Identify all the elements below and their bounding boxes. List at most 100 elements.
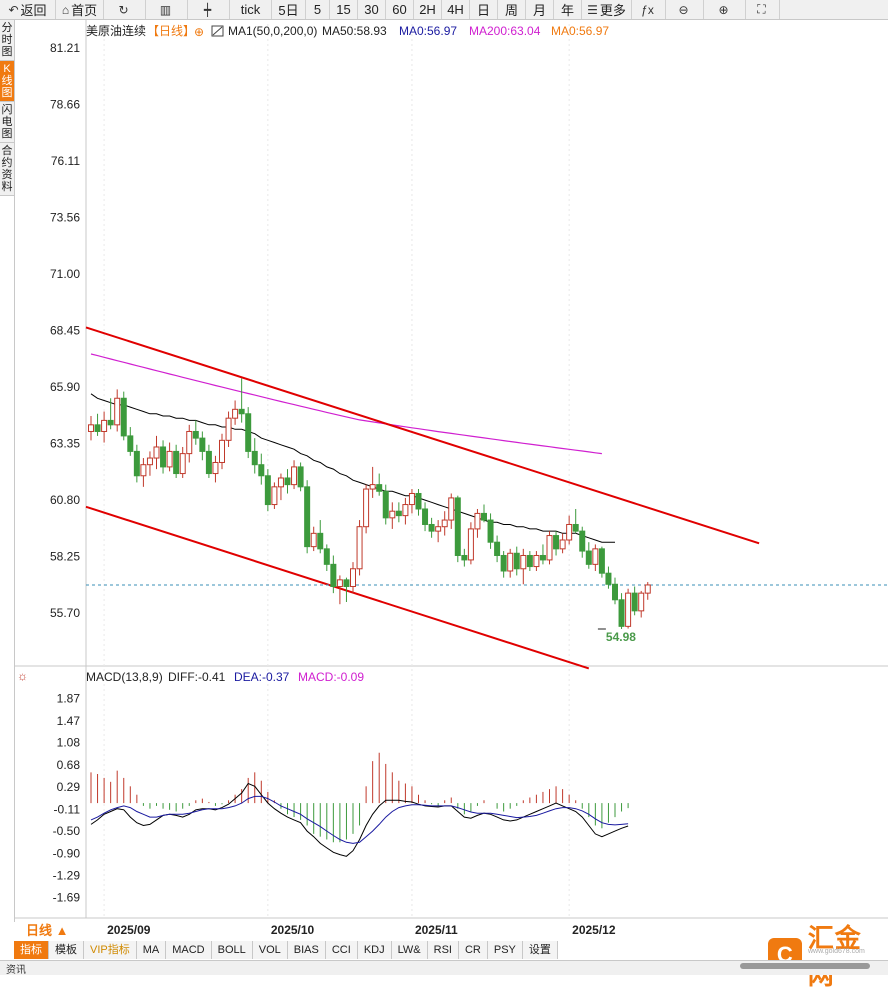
indicator-tab-rsi[interactable]: RSI [427, 941, 459, 959]
candle-down[interactable] [297, 466, 304, 488]
candle-up[interactable] [592, 548, 599, 565]
indicator-tab-kdj[interactable]: KDJ [357, 941, 392, 959]
candle-down[interactable] [133, 450, 140, 477]
indicator-tab-boll[interactable]: BOLL [211, 941, 253, 959]
candle-up[interactable] [533, 554, 540, 568]
candle-down[interactable] [612, 583, 618, 601]
toolbar-btn-日[interactable]: 日 [470, 0, 498, 19]
candle-down[interactable] [120, 397, 127, 437]
candle-up[interactable] [644, 584, 651, 594]
candle-down[interactable] [192, 430, 199, 439]
toolbar-btn-zoom-in[interactable]: ⊕ [704, 0, 746, 19]
candle-up[interactable] [225, 417, 232, 441]
candle-down[interactable] [238, 408, 245, 415]
candle-down[interactable] [264, 475, 271, 506]
candle-up[interactable] [219, 439, 225, 463]
side-tab-1[interactable]: K线图 [0, 61, 14, 102]
candle-up[interactable] [467, 528, 474, 561]
toolbar-btn-15[interactable]: 15 [330, 0, 358, 19]
candle-up[interactable] [101, 419, 108, 432]
candle-down[interactable] [245, 413, 252, 452]
toolbar-btn-更多[interactable]: ☰ 更多 [582, 0, 632, 19]
candle-down[interactable] [461, 554, 468, 561]
candle-up[interactable] [114, 397, 121, 426]
candle-down[interactable] [173, 450, 180, 475]
candle-down[interactable] [454, 497, 461, 556]
candle-up[interactable] [179, 453, 186, 475]
toolbar-btn-candlestick[interactable]: ┿ [188, 0, 230, 19]
candle-down[interactable] [553, 535, 560, 550]
candle-down[interactable] [428, 523, 435, 532]
toolbar-btn-zoom-out[interactable]: ⊖ [666, 0, 704, 19]
candle-down[interactable] [382, 490, 389, 519]
candle-down[interactable] [494, 541, 501, 556]
indicator-tab-[interactable]: 指标 [14, 941, 49, 959]
candle-up[interactable] [441, 519, 448, 528]
candle-down[interactable] [343, 579, 350, 587]
candle-down[interactable] [258, 464, 265, 477]
candle-up[interactable] [212, 461, 219, 475]
candle-down[interactable] [199, 437, 206, 452]
legend-add-icon[interactable]: ⊕ [194, 25, 204, 39]
candle-down[interactable] [579, 530, 586, 552]
candle-down[interactable] [304, 486, 311, 548]
candle-up[interactable] [402, 504, 409, 517]
candle-down[interactable] [395, 510, 402, 517]
toolbar-btn-fullscreen[interactable]: ⛶ [746, 0, 780, 19]
candle-up[interactable] [140, 464, 147, 477]
toolbar-btn-tick[interactable]: tick [230, 0, 272, 19]
indicator-tab-cr[interactable]: CR [458, 941, 488, 959]
side-tab-3[interactable]: 合约资料 [0, 143, 14, 196]
side-tab-2[interactable]: 闪电图 [0, 102, 14, 143]
candle-up[interactable] [507, 552, 514, 572]
candle-up[interactable] [559, 539, 566, 550]
candle-up[interactable] [186, 430, 193, 455]
toolbar-btn-30[interactable]: 30 [358, 0, 386, 19]
toolbar-btn-周[interactable]: 周 [498, 0, 526, 19]
toolbar-btn-refresh[interactable]: ↻ [104, 0, 146, 19]
toolbar-btn-bar-chart[interactable]: ▥ [146, 0, 188, 19]
candle-up[interactable] [625, 592, 632, 627]
toolbar-btn-月[interactable]: 月 [526, 0, 554, 19]
candle-up[interactable] [166, 450, 173, 468]
side-tab-0[interactable]: 分时图 [0, 20, 14, 61]
candle-up[interactable] [435, 526, 442, 532]
toolbar-btn-年[interactable]: 年 [554, 0, 582, 19]
candle-down[interactable] [618, 599, 625, 627]
candle-up[interactable] [408, 492, 415, 506]
period-selector[interactable]: 日线 ▲ [14, 922, 84, 940]
candle-down[interactable] [513, 552, 520, 570]
candle-up[interactable] [448, 497, 455, 521]
toolbar-btn-2H[interactable]: 2H [414, 0, 442, 19]
candle-up[interactable] [146, 457, 153, 466]
toolbar-btn-60[interactable]: 60 [386, 0, 414, 19]
indicator-tab-vol[interactable]: VOL [252, 941, 288, 959]
candle-up[interactable] [638, 592, 645, 612]
candle-up[interactable] [520, 554, 527, 570]
toolbar-btn-function[interactable]: ƒx [632, 0, 666, 19]
news-label[interactable]: 资讯 [6, 965, 26, 976]
candle-up[interactable] [291, 466, 298, 486]
candle-up[interactable] [474, 512, 481, 530]
indicator-tab-[interactable]: 设置 [522, 941, 558, 959]
candle-down[interactable] [422, 508, 429, 525]
indicator-tab-bias[interactable]: BIAS [287, 941, 326, 959]
indicator-tab-lw[interactable]: LW& [391, 941, 428, 959]
indicator-tab-cci[interactable]: CCI [325, 941, 358, 959]
candle-up[interactable] [88, 424, 94, 432]
candle-down[interactable] [376, 484, 383, 492]
indicator-tab-[interactable]: 模板 [49, 941, 84, 959]
indicator-tab-ma[interactable]: MA [136, 941, 167, 959]
candle-down[interactable] [526, 554, 533, 568]
candle-down[interactable] [107, 419, 114, 426]
candle-up[interactable] [356, 526, 363, 570]
candle-down[interactable] [284, 477, 291, 486]
candle-down[interactable] [605, 572, 612, 585]
candle-up[interactable] [389, 510, 396, 519]
candle-up[interactable] [310, 532, 317, 548]
candle-down[interactable] [127, 435, 134, 452]
scrollbar[interactable] [740, 963, 870, 969]
indicator-tab-vip[interactable]: VIP指标 [84, 941, 137, 959]
candle-down[interactable] [94, 424, 101, 432]
toolbar-btn-5[interactable]: 5 [306, 0, 330, 19]
